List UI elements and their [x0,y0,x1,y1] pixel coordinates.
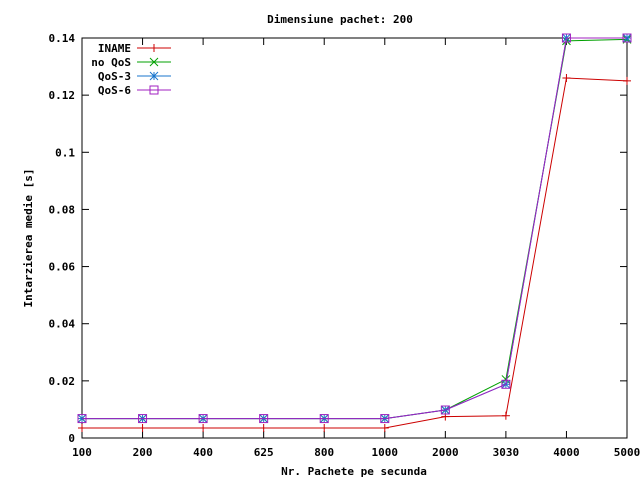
x-tick-label: 200 [133,446,153,459]
y-tick-label: 0.14 [49,32,76,45]
y-tick-label: 0.1 [55,146,75,159]
y-tick-label: 0.12 [49,89,76,102]
x-tick-label: 2000 [432,446,459,459]
x-tick-label: 100 [72,446,92,459]
series-layer [77,33,632,432]
legend-marker [149,71,159,81]
legend-marker [149,57,159,67]
series-line [82,37,627,420]
data-point [78,424,86,432]
series-line [82,37,627,420]
y-tick-label: 0.08 [49,203,76,216]
data-point [380,414,390,424]
x-tick-label: 1000 [372,446,399,459]
data-point [501,379,511,389]
data-point [623,76,631,85]
x-tick-label: 400 [193,446,213,459]
data-point [198,414,208,424]
data-point [259,424,268,432]
data-point [380,424,389,432]
series-qos-6 [77,33,632,424]
data-point [138,414,148,424]
legend-label: INAME [98,42,131,55]
x-tick-label: 625 [254,446,274,459]
chart-title: Dimensiune pachet: 200 [267,13,413,26]
axis-ticks: 100 200 400 625 800 1000 2000 3030 4000 5000 0 0.02… [49,32,640,459]
legend-marker [149,85,159,95]
y-tick-label: 0.04 [49,318,76,331]
series-line [82,38,628,420]
series-qos-3 [77,33,632,423]
data-point [561,33,571,43]
y-tick-label: 0.06 [49,261,76,274]
legend-marker [150,44,158,52]
x-tick-label: 800 [314,446,334,459]
x-tick-label: 3030 [493,446,520,459]
data-point [440,405,450,415]
data-point [77,414,87,424]
series-no-qos [77,35,632,423]
data-point [622,33,632,43]
y-tick-label: 0 [68,432,75,445]
data-point [320,424,329,432]
y-tick-label: 0.02 [49,375,76,388]
data-point [501,411,510,420]
legend-label: QoS-3 [98,70,131,83]
series-line [82,77,628,429]
x-tick-label: 4000 [553,446,580,459]
data-point [199,424,208,432]
x-axis-label: Nr. Pachete pe secunda [281,465,427,478]
x-tick-label: 5000 [614,446,640,459]
y-axis-label: Intarzierea medie [s] [22,168,35,307]
series-iname [78,74,631,432]
data-point [138,424,147,432]
legend-label: QoS-6 [98,84,131,97]
data-point [562,74,571,82]
data-point [259,414,269,424]
plot-frame [81,37,628,439]
data-point [319,414,329,424]
legend-label: no QoS [91,56,131,69]
